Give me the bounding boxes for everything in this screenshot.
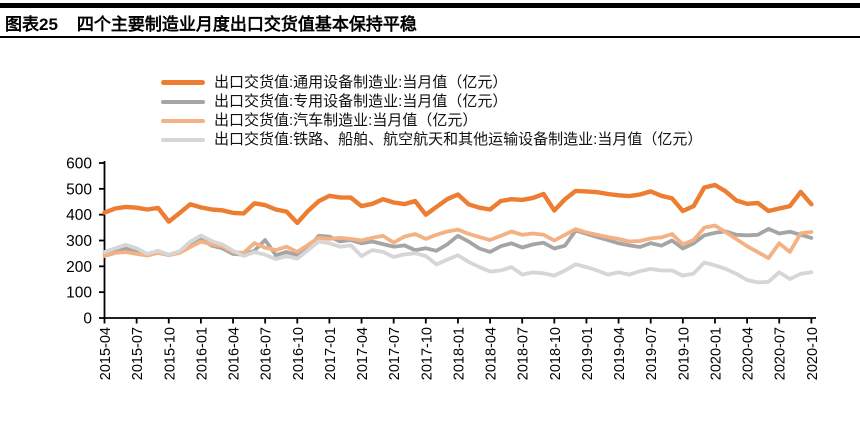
x-tick-label: 2020-07 (773, 327, 789, 380)
x-tick-label: 2017-04 (355, 327, 371, 380)
legend-label: 出口交货值:汽车制造业:当月值（亿元） (214, 112, 478, 129)
legend-item: 出口交货值:铁路、船舶、航空航天和其他运输设备制造业:当月值（亿元） (161, 130, 702, 149)
x-tick-label: 2019-07 (644, 327, 660, 380)
header-bottom-rule (0, 36, 860, 38)
x-tick-label: 2020-10 (805, 327, 821, 380)
x-tick-label: 2016-01 (194, 327, 210, 380)
header-top-rule (0, 3, 860, 8)
chart-legend: 出口交货值:通用设备制造业:当月值（亿元） 出口交货值:专用设备制造业:当月值（亿… (161, 73, 702, 149)
x-tick-label: 2015-07 (130, 327, 146, 380)
x-tick-label: 2020-04 (741, 327, 757, 380)
x-tick-label: 2019-10 (676, 327, 692, 380)
x-tick-label: 2018-01 (451, 327, 467, 380)
y-tick-label: 200 (66, 259, 92, 276)
legend-swatch-icon (161, 118, 205, 123)
y-tick-label: 600 (66, 156, 92, 173)
x-tick-label: 2016-10 (291, 327, 307, 380)
y-tick-label: 300 (66, 233, 92, 250)
series-line-1 (102, 182, 814, 226)
y-tick-label: 100 (66, 285, 92, 302)
x-tick-label: 2016-07 (259, 327, 275, 380)
legend-label: 出口交货值:铁路、船舶、航空航天和其他运输设备制造业:当月值（亿元） (214, 131, 703, 148)
y-tick-label: 400 (66, 207, 92, 224)
legend-swatch-icon (161, 137, 205, 142)
legend-item: 出口交货值:通用设备制造业:当月值（亿元） (161, 73, 702, 92)
x-tick-label: 2016-04 (227, 327, 243, 380)
legend-swatch-icon (161, 80, 205, 85)
x-tick-label: 2018-10 (548, 327, 564, 380)
legend-label: 出口交货值:通用设备制造业:当月值（亿元） (214, 74, 508, 91)
x-tick-label: 2019-04 (612, 327, 628, 380)
figure-header: 图表25 四个主要制造业月度出口交货值基本保持平稳 (5, 10, 855, 34)
y-tick-label: 500 (66, 181, 92, 198)
legend-item: 出口交货值:专用设备制造业:当月值（亿元） (161, 92, 702, 111)
series-line-4 (102, 233, 814, 285)
legend-item: 出口交货值:汽车制造业:当月值（亿元） (161, 111, 702, 130)
x-tick-label: 2017-01 (323, 327, 339, 380)
x-tick-label: 2017-07 (387, 327, 403, 380)
y-tick-label: 0 (83, 311, 92, 328)
x-tick-label: 2018-04 (484, 327, 500, 380)
x-tick-label: 2019-01 (580, 327, 596, 380)
figure-number: 图表25 (5, 14, 58, 34)
figure-title: 四个主要制造业月度出口交货值基本保持平稳 (76, 14, 417, 34)
x-tick-label: 2015-10 (162, 327, 178, 380)
x-tick-label: 2015-04 (98, 327, 114, 380)
legend-label: 出口交货值:专用设备制造业:当月值（亿元） (214, 93, 508, 110)
x-tick-label: 2018-07 (516, 327, 532, 380)
x-tick-label: 2020-01 (708, 327, 724, 380)
legend-swatch-icon (161, 99, 205, 104)
x-tick-label: 2017-10 (419, 327, 435, 380)
